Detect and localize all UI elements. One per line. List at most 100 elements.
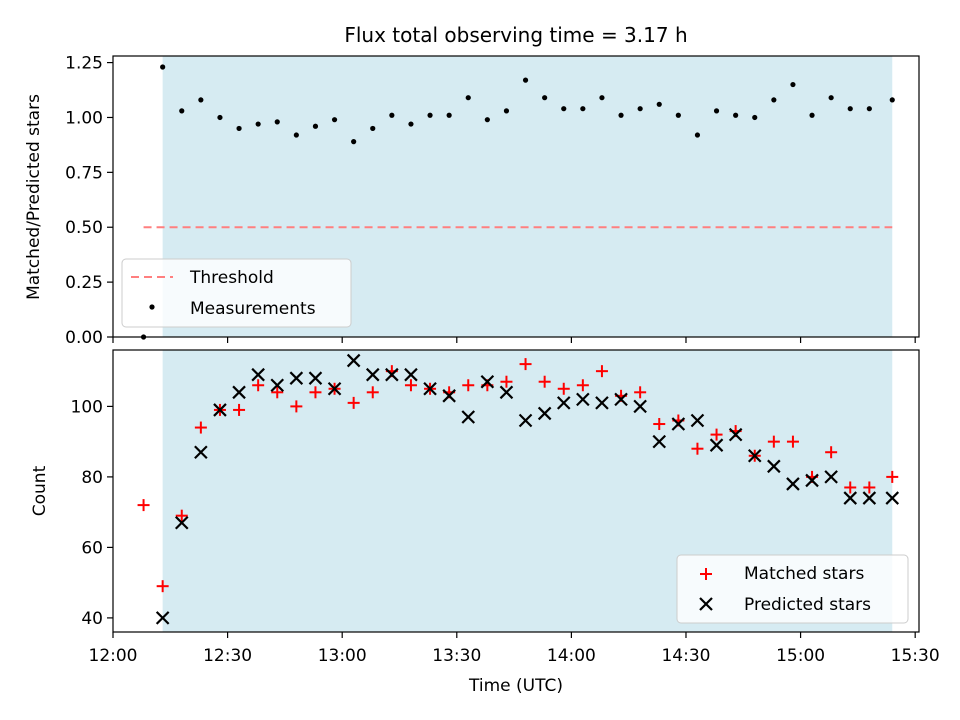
predicted-star-point bbox=[843, 491, 858, 505]
predicted-star-point bbox=[308, 371, 323, 385]
predicted-star-point bbox=[690, 413, 705, 428]
predicted-star-point bbox=[442, 389, 456, 403]
measurement-point bbox=[446, 112, 452, 118]
measurement-point bbox=[889, 97, 895, 103]
matched-star-point bbox=[595, 365, 608, 378]
predicted-star-point bbox=[709, 438, 724, 452]
matched-star-point bbox=[767, 435, 780, 448]
matched-star-point bbox=[194, 421, 207, 434]
measurement-point bbox=[771, 97, 777, 103]
matched-star-point bbox=[233, 403, 246, 416]
measurement-point bbox=[351, 139, 357, 145]
predicted-star-point bbox=[461, 410, 476, 424]
bottom-y-axis-label: Count bbox=[30, 465, 50, 516]
measurement-point bbox=[790, 81, 796, 88]
bottom-legend-box bbox=[676, 554, 909, 624]
bottom-legend: Matched stars Predicted stars bbox=[676, 554, 909, 624]
matched-star-point bbox=[404, 379, 417, 392]
predicted-star-point bbox=[805, 473, 819, 488]
matched-star-point bbox=[844, 481, 857, 494]
bottom-panel: 40 60 80 100 12:00 12:30 13:00 13:30 14:00 14:30… bbox=[30, 349, 940, 696]
x-tick-label: 13:30 bbox=[432, 646, 481, 666]
matched-star-point bbox=[500, 375, 513, 388]
x-axis-label: Time (UTC) bbox=[468, 676, 563, 696]
matched-star-point bbox=[347, 396, 360, 409]
matched-star-point bbox=[691, 442, 704, 455]
measurement-point bbox=[847, 106, 853, 112]
predicted-star-point bbox=[614, 392, 628, 407]
predicted-star-point bbox=[270, 378, 285, 393]
measurement-point bbox=[236, 125, 242, 132]
predicted-star-point bbox=[385, 367, 399, 382]
x-axis: 12:00 12:30 13:00 13:30 14:00 14:30 15:00 15:30 bbox=[89, 632, 940, 666]
legend-measurements-label: Measurements bbox=[190, 299, 316, 319]
top-legend-box bbox=[121, 258, 352, 328]
top-y-axis-label: Matched/Predicted stars bbox=[24, 94, 44, 300]
x-tick-label: 15:30 bbox=[891, 646, 940, 666]
predicted-star-point bbox=[885, 491, 900, 505]
matched-star-point bbox=[825, 446, 838, 459]
predicted-star-point bbox=[155, 611, 170, 625]
top-y-tick-label: 0.25 bbox=[65, 273, 103, 293]
bottom-plot-frame bbox=[112, 349, 920, 633]
predicted-star-point bbox=[728, 427, 743, 442]
measurement-point bbox=[217, 114, 223, 121]
predicted-star-point bbox=[232, 385, 246, 400]
predicted-star-point bbox=[633, 399, 647, 414]
matched-star-point bbox=[886, 470, 899, 483]
measurement-point bbox=[274, 119, 280, 125]
measurement-point bbox=[733, 112, 739, 118]
x-tick-label: 12:00 bbox=[89, 646, 138, 666]
matched-star-point bbox=[462, 379, 475, 392]
top-y-axis: 0.00 0.25 0.50 0.75 1.00 1.25 bbox=[65, 54, 113, 348]
measurement-point bbox=[503, 108, 510, 114]
measurement-point bbox=[160, 64, 166, 70]
predicted-star-point bbox=[480, 374, 495, 389]
matched-star-point bbox=[538, 375, 551, 388]
measurement-point bbox=[561, 106, 567, 112]
bottom-y-tick-label: 40 bbox=[81, 609, 103, 629]
matched-star-point bbox=[710, 428, 723, 441]
legend-matched-label: Matched stars bbox=[744, 564, 864, 584]
predicted-star-point bbox=[404, 367, 418, 382]
measurement-point bbox=[752, 114, 758, 121]
predicted-star-point bbox=[652, 434, 667, 449]
bottom-y-tick-label: 100 bbox=[71, 397, 103, 417]
legend-measurements-swatch bbox=[149, 304, 155, 310]
predicted-star-point bbox=[499, 385, 514, 400]
measurement-point bbox=[828, 95, 834, 101]
matched-star-point bbox=[653, 418, 666, 431]
predicted-star-point bbox=[327, 381, 342, 396]
matched-star-point bbox=[519, 358, 532, 371]
measurement-point bbox=[809, 112, 815, 118]
predicted-stars-series bbox=[155, 353, 900, 625]
measurement-point bbox=[293, 132, 299, 138]
top-y-tick-label: 1.00 bbox=[65, 108, 103, 128]
predicted-star-point bbox=[747, 448, 762, 463]
predicted-star-point bbox=[537, 406, 552, 421]
matched-star-point bbox=[137, 499, 150, 512]
chart-title: Flux total observing time = 3.17 h bbox=[344, 23, 687, 47]
predicted-star-point bbox=[576, 392, 590, 407]
top-panel: 0.00 0.25 0.50 0.75 1.00 1.25 Matched/Predict… bbox=[24, 54, 920, 348]
measurement-point bbox=[599, 95, 605, 101]
measurement-point bbox=[866, 106, 872, 112]
predicted-star-point bbox=[213, 403, 227, 417]
predicted-star-point bbox=[174, 515, 189, 530]
matched-star-point bbox=[175, 509, 188, 522]
x-tick-label: 15:00 bbox=[776, 646, 825, 666]
predicted-star-point bbox=[671, 417, 686, 431]
legend-predicted-swatch bbox=[699, 597, 713, 611]
matched-star-point bbox=[290, 400, 303, 413]
measurement-point bbox=[408, 121, 414, 127]
x-tick-label: 14:30 bbox=[661, 646, 710, 666]
predicted-star-point bbox=[556, 396, 571, 410]
matched-star-point bbox=[786, 435, 799, 448]
predicted-star-point bbox=[365, 367, 380, 382]
matched-star-point bbox=[576, 379, 589, 392]
matched-star-point bbox=[271, 386, 284, 399]
measurement-point bbox=[427, 112, 433, 118]
top-y-tick-label: 1.25 bbox=[65, 54, 103, 74]
top-plot-frame bbox=[112, 55, 920, 338]
measurement-point bbox=[331, 117, 338, 123]
